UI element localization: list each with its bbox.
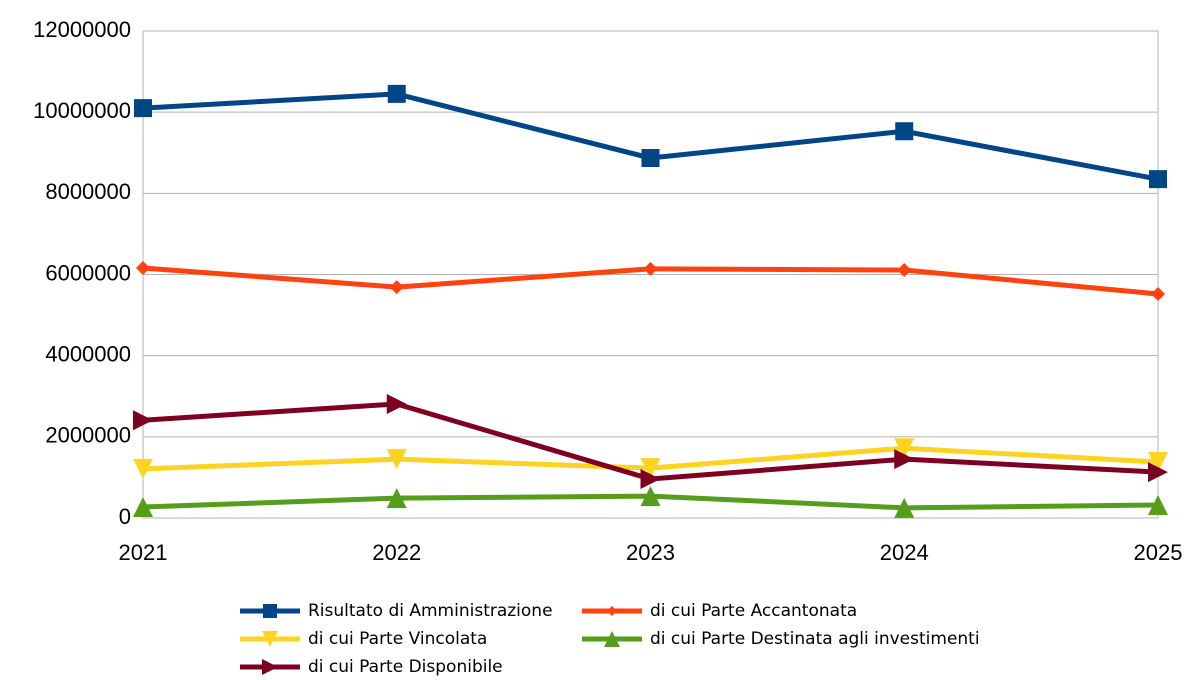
y-tick-label: 12000000 bbox=[33, 17, 131, 42]
marker bbox=[1151, 286, 1165, 301]
y-tick-label: 0 bbox=[119, 504, 131, 529]
legend-item: Risultato di Amministrazione bbox=[240, 601, 553, 621]
x-tick-label: 2023 bbox=[626, 540, 675, 565]
marker bbox=[897, 263, 912, 278]
marker bbox=[640, 458, 661, 479]
legend-label: Risultato di Amministrazione bbox=[308, 601, 553, 621]
marker bbox=[133, 410, 153, 431]
marker bbox=[1149, 170, 1167, 189]
marker bbox=[894, 438, 915, 459]
marker bbox=[262, 631, 278, 647]
marker bbox=[1148, 451, 1168, 472]
legend-item: di cui Parte Accantonata bbox=[582, 601, 857, 621]
y-tick-label: 8000000 bbox=[45, 179, 131, 204]
marker bbox=[640, 469, 661, 490]
legend-item: di cui Parte Destinata agli investimenti bbox=[582, 629, 980, 649]
marker bbox=[389, 280, 404, 295]
x-tick-label: 2021 bbox=[119, 540, 168, 565]
y-tick-label: 10000000 bbox=[33, 98, 131, 123]
y-tick-label: 4000000 bbox=[45, 341, 131, 366]
marker bbox=[134, 99, 152, 118]
x-tick-label: 2025 bbox=[1134, 540, 1183, 565]
marker bbox=[641, 149, 660, 168]
marker bbox=[607, 606, 617, 616]
marker bbox=[136, 261, 150, 276]
legend-label: di cui Parte Vincolata bbox=[308, 629, 487, 649]
legend-item: di cui Parte Disponibile bbox=[240, 657, 503, 677]
y-tick-label: 6000000 bbox=[45, 260, 131, 285]
marker bbox=[640, 486, 661, 507]
marker bbox=[387, 84, 406, 103]
legend-label: di cui Parte Destinata agli investimenti bbox=[650, 629, 980, 649]
marker bbox=[894, 449, 915, 470]
marker bbox=[895, 122, 914, 141]
marker bbox=[133, 497, 153, 518]
marker bbox=[133, 458, 153, 479]
marker bbox=[1148, 462, 1168, 483]
x-tick-label: 2022 bbox=[372, 540, 421, 565]
y-tick-label: 2000000 bbox=[45, 423, 131, 448]
x-tick-label: 2024 bbox=[880, 540, 929, 565]
legend-item: di cui Parte Vincolata bbox=[240, 629, 487, 649]
marker bbox=[1148, 495, 1168, 516]
marker bbox=[386, 449, 407, 470]
legend-label: di cui Parte Accantonata bbox=[650, 601, 857, 621]
legend-label: di cui Parte Disponibile bbox=[308, 657, 503, 677]
marker bbox=[263, 604, 277, 618]
marker bbox=[643, 261, 658, 276]
marker bbox=[894, 497, 915, 518]
marker bbox=[386, 488, 407, 509]
marker bbox=[386, 393, 407, 414]
marker bbox=[604, 631, 620, 647]
marker bbox=[262, 659, 278, 675]
